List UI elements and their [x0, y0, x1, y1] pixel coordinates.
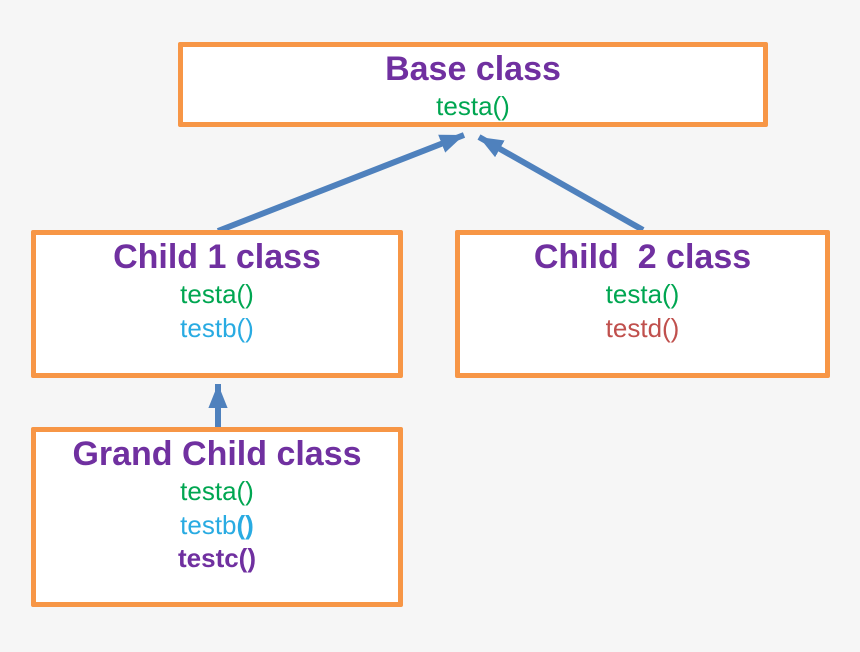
node-title: Child 1 class	[113, 238, 321, 276]
method-testa: testa()	[436, 90, 510, 121]
node-base-class: Base class testa()	[178, 42, 768, 127]
method-testb: testb()	[180, 509, 254, 540]
method-testb: testb()	[180, 312, 254, 343]
method-testa: testa()	[605, 278, 680, 309]
method-testa: testa()	[180, 278, 254, 309]
node-title: Base class	[385, 50, 561, 88]
node-child-1-class: Child 1 class testa() testb()	[31, 230, 403, 378]
arrow-child2-to-base	[477, 134, 645, 233]
node-title: Grand Child class	[72, 435, 362, 473]
method-testc: testc()	[177, 543, 256, 574]
node-grand-child-class: Grand Child class testa() testb() testc(…	[31, 427, 403, 607]
node-child-2-class: Child 2 class testa() testd()	[455, 230, 830, 378]
method-testd: testd()	[605, 312, 680, 343]
arrow-child1-to-base	[216, 132, 466, 234]
node-title: Child 2 class	[533, 238, 752, 276]
method-testa: testa()	[180, 475, 254, 506]
